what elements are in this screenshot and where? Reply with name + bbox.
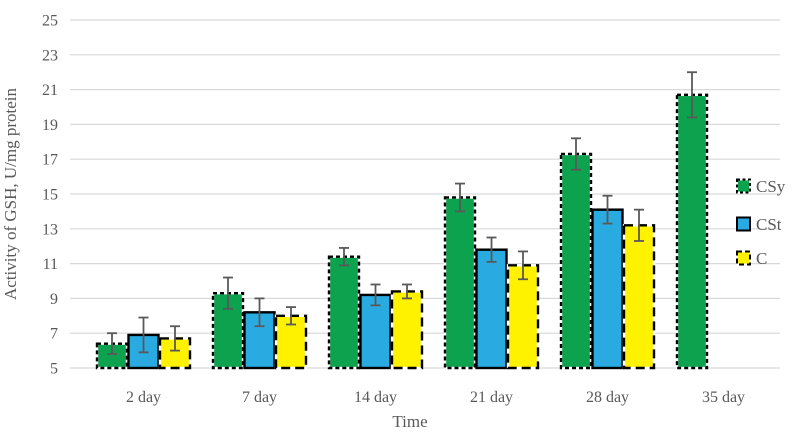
bar-csy-28-day (559, 152, 593, 370)
bar-cst-21-day (475, 248, 508, 370)
bar-c-28-day (622, 224, 656, 370)
legend-marker-cst (736, 216, 751, 232)
y-tick-label: 25 (42, 13, 58, 30)
y-tick-label: 11 (43, 256, 58, 273)
x-tick-label: 2 day (126, 389, 161, 406)
y-tick-label: 5 (50, 361, 58, 378)
y-tick-label: 7 (50, 326, 58, 343)
legend-marker-csy (736, 178, 751, 194)
y-tick-label: 21 (42, 82, 58, 99)
y-tick-label: 19 (42, 117, 58, 134)
bar-cst-14-day (359, 293, 392, 370)
bar-cst-28-day (591, 208, 624, 370)
y-tick-label: 9 (50, 291, 58, 308)
legend-label-cst: CSt (756, 215, 782, 234)
bar-csy-21-day (443, 196, 477, 370)
legend-marker-border-c (736, 250, 751, 266)
legend-marker-border-csy (736, 178, 751, 194)
x-tick-label: 35 day (702, 389, 745, 406)
legend-label-csy: CSy (756, 177, 786, 196)
bar-c-14-day (390, 290, 424, 370)
x-tick-label: 14 day (354, 389, 397, 406)
bar-csy-14-day (327, 255, 361, 370)
x-tick-label: 21 day (470, 389, 513, 406)
y-tick-label: 17 (42, 152, 58, 169)
x-axis-title: Time (392, 412, 427, 431)
bar-c-21-day (506, 264, 540, 370)
y-tick-label: 13 (42, 221, 58, 238)
legend-marker-c (736, 250, 751, 266)
x-tick-label: 28 day (586, 389, 629, 406)
legend-label-c: C (756, 249, 767, 268)
y-tick-label: 23 (42, 47, 58, 64)
x-tick-label: 7 day (242, 389, 277, 406)
y-tick-label: 15 (42, 187, 58, 204)
y-axis-title: Activity of GSH, U/mg protein (1, 87, 20, 300)
bar-csy-35-day (675, 93, 709, 370)
